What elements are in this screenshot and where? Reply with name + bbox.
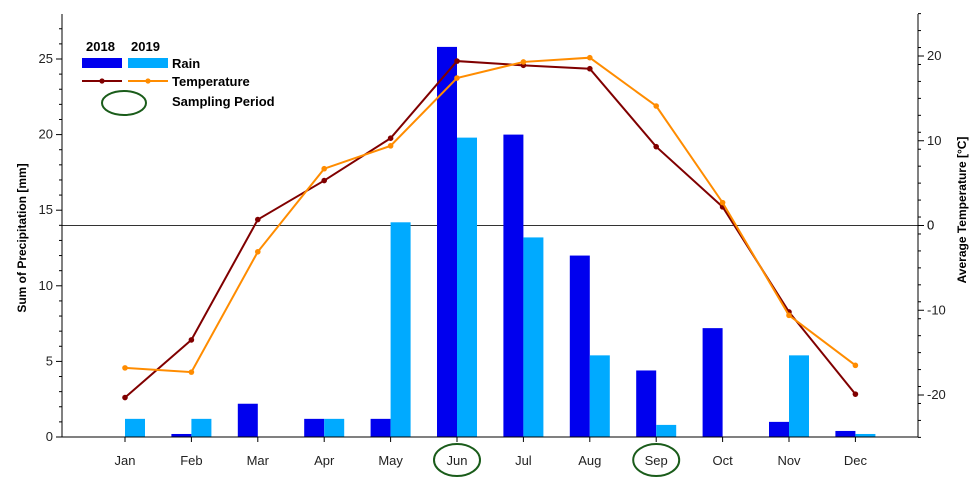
left-tick-label: 20 [39, 127, 53, 142]
temperature-point-2018-aug [587, 65, 593, 72]
rain-bar-2019-jun [457, 137, 477, 437]
rain-bar-2018-mar [237, 403, 258, 437]
legend-year-2018: 2018 [86, 39, 115, 54]
rain-bar-2019-aug [589, 355, 610, 437]
rain-bar-2018-may [370, 418, 391, 437]
legend-sampling-label: Sampling Period [172, 94, 275, 109]
temperature-point-2018-apr [321, 177, 328, 184]
temperature-point-2018-may [387, 135, 394, 142]
legend: 2018 2019 Rain Temperature Sampling Peri… [82, 39, 275, 116]
rain-bar-2019-feb [191, 418, 212, 437]
temperature-point-2018-jun [454, 58, 460, 64]
temperature-point-2019-dec [852, 362, 859, 369]
temperature-point-2019-sep [653, 103, 659, 109]
left-tick-label: 5 [46, 353, 53, 368]
right-axis-title: Average Temperature [°C] [955, 137, 969, 284]
x-tick-label-mar: Mar [247, 453, 270, 468]
temperature-point-2019-jul [520, 59, 527, 65]
temperature-line-2018 [124, 60, 857, 399]
temperature-point-2019-aug [587, 54, 593, 61]
temperature-point-2019-nov [786, 312, 792, 319]
right-tick-label: 10 [927, 133, 941, 148]
x-tick-label-may: May [378, 453, 403, 468]
legend-temp-2018-marker [99, 78, 105, 84]
left-tick-label: 10 [39, 278, 53, 293]
temperature-point-2018-jan [122, 394, 128, 401]
rain-bar-2018-oct [702, 328, 723, 437]
rain-bar-2019-sep [656, 424, 677, 437]
left-tick-label: 0 [46, 429, 53, 444]
temperature-point-2019-apr [321, 165, 328, 172]
rain-bar-2018-feb [171, 433, 192, 437]
legend-year-2019: 2019 [131, 39, 160, 54]
x-tick-label-dec: Dec [844, 453, 868, 468]
rain-bars [125, 46, 876, 438]
temperature-point-2018-feb [188, 337, 195, 343]
temperature-point-2019-jan [122, 365, 128, 371]
x-tick-label-apr: Apr [314, 453, 335, 468]
x-tick-label-jun: Jun [447, 453, 468, 468]
x-tick-label-nov: Nov [777, 453, 801, 468]
temperature-point-2019-may [387, 143, 394, 149]
rain-bar-2019-jan [125, 418, 145, 437]
x-tick-label-jan: Jan [115, 453, 136, 468]
rain-bar-2019-jul [523, 237, 544, 437]
right-tick-label: -10 [927, 302, 946, 317]
temperature-point-2019-feb [188, 369, 195, 375]
temperature-point-2018-mar [254, 216, 261, 223]
right-tick-label: 20 [927, 48, 941, 63]
temperature-line-2019 [124, 56, 857, 374]
legend-rain-2019-swatch [128, 58, 168, 68]
rain-bar-2018-dec [835, 430, 856, 437]
sampling-period-marker-sep [632, 443, 681, 477]
rain-bar-2019-may [390, 222, 411, 437]
sampling-period-marker-jun [433, 443, 481, 477]
left-tick-label: 25 [39, 51, 53, 66]
rain-bar-2018-aug [569, 255, 590, 437]
legend-sampling-ellipse [101, 90, 147, 116]
rain-bar-2018-sep [636, 370, 657, 437]
rain-bar-2018-apr [304, 418, 325, 437]
rain-bar-2019-nov [789, 355, 809, 437]
legend-rain-2018-swatch [82, 58, 122, 68]
legend-rain-label: Rain [172, 56, 200, 71]
right-tick-label: 0 [927, 218, 934, 233]
right-tick-label: 0 [927, 218, 934, 233]
right-tick-label: -20 [927, 387, 946, 402]
rain-bar-2019-apr [324, 418, 345, 437]
left-axis-title: Sum of Precipitation [mm] [15, 163, 29, 312]
x-tick-label-aug: Aug [578, 453, 601, 468]
rain-bar-2018-jul [503, 134, 524, 437]
temperature-lines [122, 54, 859, 401]
rain-bar-2019-dec [855, 433, 876, 437]
temperature-point-2019-jun [454, 75, 460, 81]
x-tick-label-jul: Jul [515, 453, 532, 468]
temperature-point-2018-dec [852, 391, 859, 397]
x-tick-label-feb: Feb [180, 453, 202, 468]
x-tick-label-sep: Sep [645, 453, 668, 468]
temperature-point-2018-sep [653, 143, 659, 150]
rain-bar-2018-jun [437, 46, 457, 438]
legend-temperature-label: Temperature [172, 74, 250, 89]
left-tick-label: 15 [39, 202, 53, 217]
rain-bar-2018-nov [769, 421, 789, 437]
temperature-point-2019-oct [719, 199, 726, 206]
temperature-point-2019-mar [254, 248, 261, 255]
x-tick-label-oct: Oct [712, 453, 733, 468]
legend-temp-2019-marker [145, 78, 151, 84]
axes: Sum of Precipitation [mm] Average Temper… [15, 13, 969, 477]
